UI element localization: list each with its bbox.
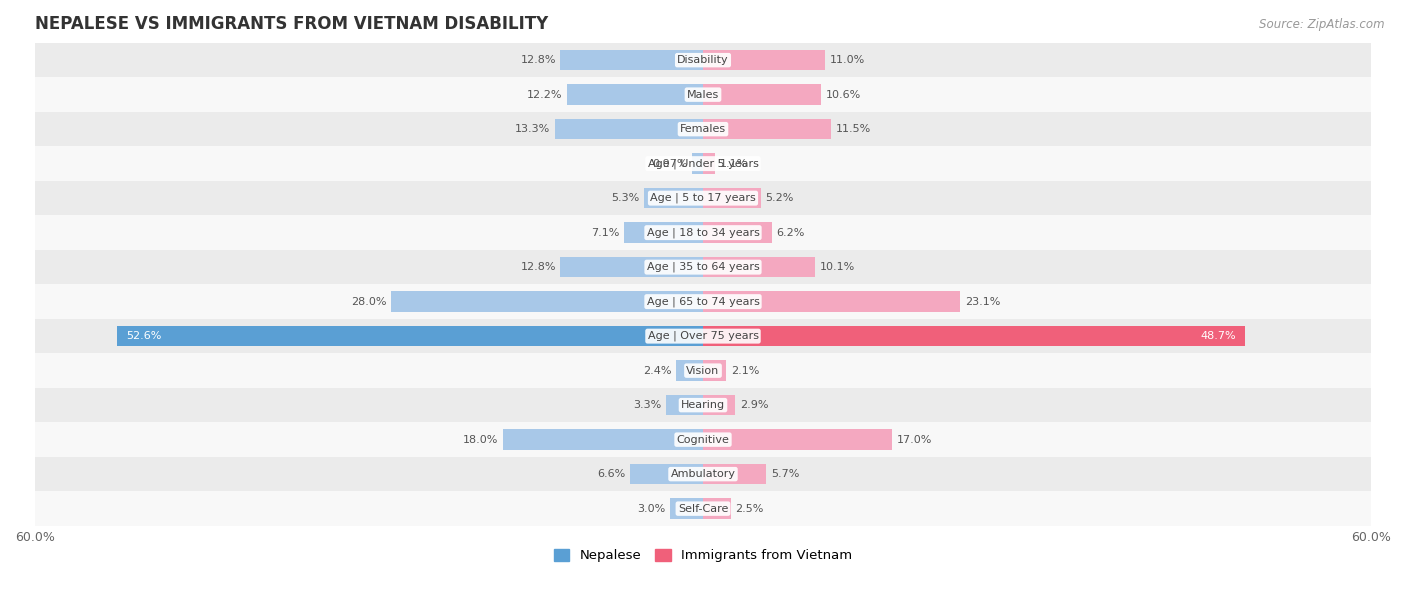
Text: 5.3%: 5.3% xyxy=(612,193,640,203)
Text: 12.2%: 12.2% xyxy=(527,89,562,100)
Text: 2.5%: 2.5% xyxy=(735,504,763,513)
Bar xyxy=(35,319,1371,353)
Bar xyxy=(117,326,703,346)
Bar xyxy=(35,422,1371,457)
Text: Disability: Disability xyxy=(678,55,728,65)
Text: 6.2%: 6.2% xyxy=(776,228,804,237)
Bar xyxy=(703,291,960,312)
Bar xyxy=(35,77,1371,112)
Text: Age | 35 to 64 years: Age | 35 to 64 years xyxy=(647,262,759,272)
Text: 52.6%: 52.6% xyxy=(127,331,162,341)
Bar xyxy=(703,429,893,450)
Text: 12.8%: 12.8% xyxy=(520,262,555,272)
Text: 6.6%: 6.6% xyxy=(596,469,626,479)
Bar xyxy=(703,360,727,381)
Bar xyxy=(676,360,703,381)
Bar xyxy=(35,457,1371,491)
Text: 3.3%: 3.3% xyxy=(634,400,662,410)
Text: Hearing: Hearing xyxy=(681,400,725,410)
Text: 2.9%: 2.9% xyxy=(740,400,768,410)
Text: 11.5%: 11.5% xyxy=(835,124,870,134)
Bar xyxy=(666,395,703,416)
Bar xyxy=(703,188,761,209)
Bar xyxy=(502,429,703,450)
Bar xyxy=(703,257,815,277)
Bar xyxy=(703,464,766,485)
Bar xyxy=(555,119,703,140)
Bar xyxy=(703,84,821,105)
Text: Ambulatory: Ambulatory xyxy=(671,469,735,479)
Text: 11.0%: 11.0% xyxy=(830,55,865,65)
Bar xyxy=(703,153,716,174)
Bar xyxy=(35,491,1371,526)
Text: Age | Under 5 years: Age | Under 5 years xyxy=(648,159,758,169)
Legend: Nepalese, Immigrants from Vietnam: Nepalese, Immigrants from Vietnam xyxy=(548,543,858,567)
Text: 17.0%: 17.0% xyxy=(897,435,932,445)
Text: 5.7%: 5.7% xyxy=(770,469,799,479)
Text: 12.8%: 12.8% xyxy=(520,55,555,65)
Text: 7.1%: 7.1% xyxy=(591,228,620,237)
Text: 3.0%: 3.0% xyxy=(637,504,665,513)
Bar xyxy=(703,119,831,140)
Bar xyxy=(561,50,703,70)
Bar xyxy=(35,250,1371,285)
Text: 13.3%: 13.3% xyxy=(515,124,551,134)
Text: Age | 65 to 74 years: Age | 65 to 74 years xyxy=(647,296,759,307)
Text: Males: Males xyxy=(688,89,718,100)
Text: 28.0%: 28.0% xyxy=(352,297,387,307)
Text: Cognitive: Cognitive xyxy=(676,435,730,445)
Text: 18.0%: 18.0% xyxy=(463,435,498,445)
Bar xyxy=(703,50,825,70)
Bar xyxy=(692,153,703,174)
Bar xyxy=(624,222,703,243)
Text: 0.97%: 0.97% xyxy=(652,159,688,169)
Bar xyxy=(561,257,703,277)
Text: 23.1%: 23.1% xyxy=(965,297,1000,307)
Bar xyxy=(703,498,731,519)
Text: Source: ZipAtlas.com: Source: ZipAtlas.com xyxy=(1260,18,1385,31)
Text: NEPALESE VS IMMIGRANTS FROM VIETNAM DISABILITY: NEPALESE VS IMMIGRANTS FROM VIETNAM DISA… xyxy=(35,15,548,33)
Bar xyxy=(35,181,1371,215)
Bar xyxy=(703,222,772,243)
Bar xyxy=(35,43,1371,77)
Text: 1.1%: 1.1% xyxy=(720,159,748,169)
Bar xyxy=(35,285,1371,319)
Text: 5.2%: 5.2% xyxy=(765,193,794,203)
Bar xyxy=(703,395,735,416)
Bar xyxy=(391,291,703,312)
Text: 48.7%: 48.7% xyxy=(1201,331,1236,341)
Text: Age | Over 75 years: Age | Over 75 years xyxy=(648,331,758,341)
Bar xyxy=(567,84,703,105)
Text: Self-Care: Self-Care xyxy=(678,504,728,513)
Text: 2.4%: 2.4% xyxy=(644,365,672,376)
Text: Age | 18 to 34 years: Age | 18 to 34 years xyxy=(647,228,759,238)
Text: Females: Females xyxy=(681,124,725,134)
Bar xyxy=(703,326,1246,346)
Text: 10.6%: 10.6% xyxy=(825,89,860,100)
Bar xyxy=(35,112,1371,146)
Bar xyxy=(35,353,1371,388)
Bar xyxy=(669,498,703,519)
Text: 2.1%: 2.1% xyxy=(731,365,759,376)
Bar xyxy=(644,188,703,209)
Bar xyxy=(35,388,1371,422)
Bar xyxy=(35,146,1371,181)
Text: Vision: Vision xyxy=(686,365,720,376)
Bar xyxy=(630,464,703,485)
Bar xyxy=(35,215,1371,250)
Text: 10.1%: 10.1% xyxy=(820,262,855,272)
Text: Age | 5 to 17 years: Age | 5 to 17 years xyxy=(650,193,756,203)
